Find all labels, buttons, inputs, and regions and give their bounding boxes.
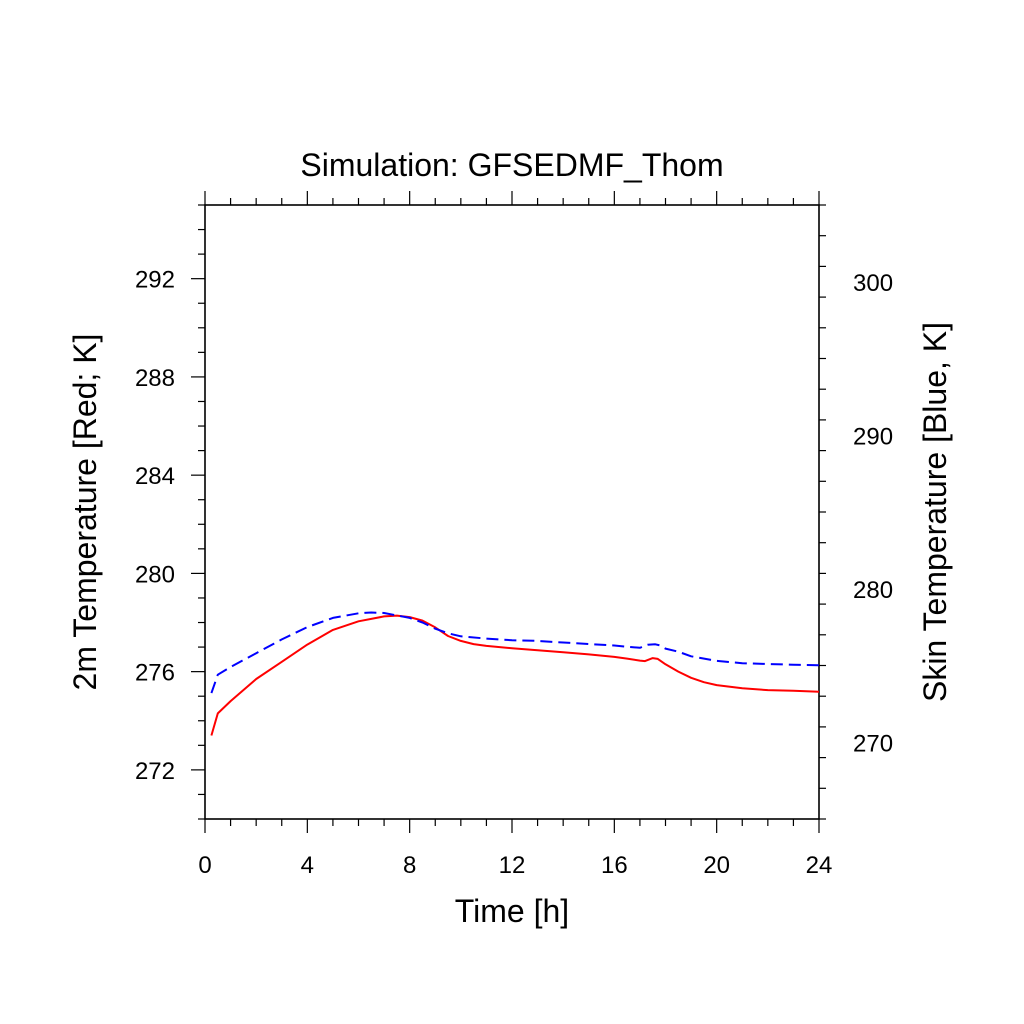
x-tick-label: 12 [499,852,526,879]
y-left-tick-label: 276 [135,660,175,687]
x-tick-label: 8 [403,852,416,879]
y-left-tick-label: 284 [135,463,175,490]
chart-title: Simulation: GFSEDMF_Thom [300,147,723,183]
plot-frame [204,204,820,820]
y-right-tick-label: 270 [853,730,893,757]
x-tick-label: 4 [301,852,314,879]
y-left-tick-label: 292 [135,267,175,294]
x-tick-label: 20 [703,852,730,879]
two-meter-temperature-line [210,614,820,736]
y-right-tick-label: 300 [853,270,893,297]
x-tick-label: 0 [198,852,211,879]
y-left-tick-label: 288 [135,365,175,392]
x-tick-label: 24 [806,852,833,879]
y-axis-right-label: Skin Temperature [Blue, K] [917,322,953,702]
skin-temperature-line [210,611,820,694]
y-left-tick-label: 272 [135,758,175,785]
x-tick-label: 16 [601,852,628,879]
plot-area: 0 4 8 12 16 20 24 272 276 280 284 288 292 270 280 290 30… [135,191,893,879]
y-right-tick-label: 290 [853,423,893,450]
y-left-tick-label: 280 [135,561,175,588]
x-axis-label: Time [h] [455,893,569,929]
y-axis-left-label: 2m Temperature [Red; K] [67,334,103,691]
y-right-tick-label: 280 [853,577,893,604]
